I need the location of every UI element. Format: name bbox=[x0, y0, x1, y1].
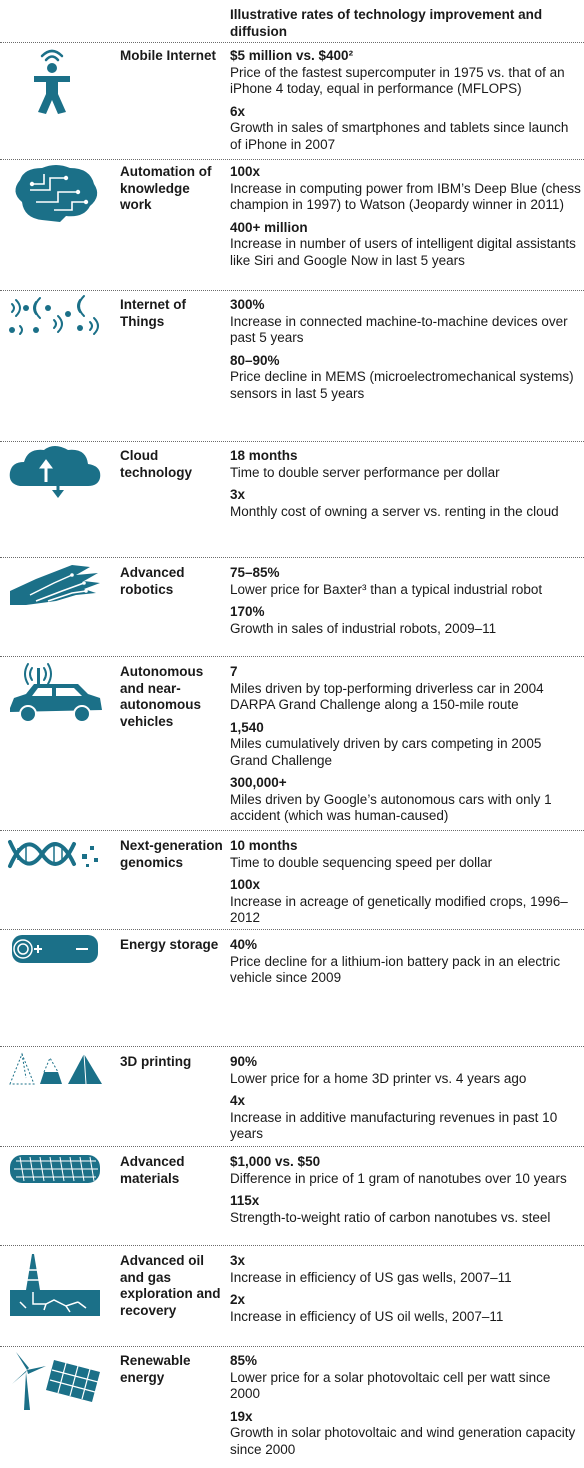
stats-list: 100x Increase in computing power from IBM… bbox=[230, 164, 582, 275]
oil-rig-icon bbox=[6, 1250, 106, 1320]
stat-value: 100x bbox=[230, 164, 261, 179]
dna-helix-icon bbox=[6, 834, 106, 874]
stat-value: 115x bbox=[230, 1193, 260, 1208]
technology-name: Mobile Internet bbox=[120, 48, 217, 63]
stat-desc: Difference in price of 1 gram of nanotub… bbox=[230, 1170, 567, 1186]
stat-value: 40% bbox=[230, 937, 258, 952]
row-divider bbox=[0, 557, 584, 558]
stat-desc: Miles driven by top-performing driverles… bbox=[230, 680, 544, 713]
stats-list: $5 million vs. $400² Price of the fastest… bbox=[230, 48, 582, 159]
stat-value: 90% bbox=[230, 1054, 258, 1069]
technology-name: Energy storage bbox=[120, 937, 219, 952]
stat-desc: Lower price for Baxter³ than a typical i… bbox=[230, 581, 543, 597]
stat-value: 3x bbox=[230, 487, 246, 502]
stat-value: 300,000+ bbox=[230, 775, 287, 790]
stat-value: 170% bbox=[230, 604, 265, 619]
technology-name: Advanced robotics bbox=[120, 565, 185, 597]
stat-desc: Strength-to-weight ratio of carbon nanot… bbox=[230, 1209, 551, 1225]
stat-value: 100x bbox=[230, 877, 261, 892]
technology-name: 3D printing bbox=[120, 1054, 192, 1069]
technology-name: Cloud technology bbox=[120, 448, 193, 480]
stat-desc: Time to double server performance per do… bbox=[230, 464, 500, 480]
technology-name: Next-generation genomics bbox=[120, 838, 223, 870]
stat-value: $1,000 vs. $50 bbox=[230, 1154, 321, 1169]
stat-desc: Growth in sales of industrial robots, 20… bbox=[230, 620, 497, 636]
stats-list: 300% Increase in connected machine-to-mac… bbox=[230, 297, 582, 408]
row-divider bbox=[0, 42, 584, 43]
stat-desc: Price of the fastest supercomputer in 19… bbox=[230, 64, 565, 97]
stat-desc: Increase in efficiency of US gas wells, … bbox=[230, 1269, 512, 1285]
technology-name: Autonomous and near-autonomous vehicles bbox=[120, 664, 204, 729]
stat-value: 400+ million bbox=[230, 219, 308, 235]
row-divider bbox=[0, 1046, 584, 1047]
stat-value: 10 months bbox=[230, 838, 298, 853]
technology-name: Advanced oil and gas exploration and rec… bbox=[120, 1253, 221, 1318]
stat-desc: Increase in number of users of intellige… bbox=[230, 236, 576, 268]
stats-list: 10 months Time to double sequencing speed… bbox=[230, 838, 582, 933]
wind-solar-icon bbox=[6, 1350, 106, 1412]
autonomous-car-icon bbox=[6, 660, 106, 726]
stat-value: 300% bbox=[230, 297, 265, 312]
technology-name: Automation of knowledge work bbox=[120, 164, 212, 212]
row-divider bbox=[0, 830, 584, 831]
row-divider bbox=[0, 159, 584, 160]
stats-list: 75–85% Lower price for Baxter³ than a typ… bbox=[230, 565, 582, 643]
row-divider bbox=[0, 656, 584, 657]
battery-icon bbox=[6, 933, 106, 965]
stats-list: 18 months Time to double server performan… bbox=[230, 448, 582, 526]
stat-desc: Increase in efficiency of US oil wells, … bbox=[230, 1308, 504, 1324]
stat-value: 18 months bbox=[230, 448, 298, 463]
stat-desc: Increase in connected machine-to-machine… bbox=[230, 313, 568, 346]
stats-list: $1,000 vs. $50 Difference in price of 1 g… bbox=[230, 1154, 582, 1232]
stat-desc: Price decline in MEMS (microelectromecha… bbox=[230, 369, 574, 401]
row-divider bbox=[0, 441, 584, 442]
stat-desc: Time to double sequencing speed per doll… bbox=[230, 854, 493, 870]
row-divider bbox=[0, 290, 584, 291]
technology-name: Advanced materials bbox=[120, 1154, 185, 1186]
row-divider bbox=[0, 1245, 584, 1246]
stat-desc: Growth in solar photovoltaic and wind ge… bbox=[230, 1425, 576, 1457]
connected-devices-icon bbox=[6, 294, 106, 340]
stat-desc: Increase in computing power from IBM’s D… bbox=[230, 180, 581, 213]
stat-value: $5 million vs. $400² bbox=[230, 48, 354, 63]
stats-list: 85% Lower price for a solar photovoltaic … bbox=[230, 1353, 582, 1464]
stat-value: 75–85% bbox=[230, 565, 280, 580]
row-divider bbox=[0, 929, 584, 930]
stat-value: 85% bbox=[230, 1353, 258, 1368]
cloud-transfer-icon bbox=[6, 444, 106, 502]
stat-desc: Lower price for a home 3D printer vs. 4 … bbox=[230, 1070, 527, 1086]
brain-circuit-icon bbox=[6, 162, 106, 224]
row-divider bbox=[0, 1146, 584, 1147]
stat-desc: Increase in acreage of genetically modif… bbox=[230, 893, 568, 926]
stat-value: 2x bbox=[230, 1292, 246, 1307]
stats-list: 3x Increase in efficiency of US gas wells… bbox=[230, 1253, 582, 1331]
nanotube-icon bbox=[6, 1151, 106, 1187]
robotic-hand-icon bbox=[6, 561, 106, 607]
stat-desc: Lower price for a solar photovoltaic cel… bbox=[230, 1369, 551, 1402]
person-wifi-icon bbox=[6, 44, 106, 120]
stat-value: 19x bbox=[230, 1408, 253, 1424]
stat-value: 4x bbox=[230, 1093, 246, 1108]
stat-desc: Increase in additive manufacturing reven… bbox=[230, 1109, 558, 1142]
row-divider bbox=[0, 1346, 584, 1347]
stat-desc: Price decline for a lithium-ion battery … bbox=[230, 953, 561, 986]
table-header: Illustrative rates of technology improve… bbox=[230, 7, 543, 39]
stat-desc: Miles cumulatively driven by cars compet… bbox=[230, 736, 542, 768]
stat-value: 1,540 bbox=[230, 719, 264, 735]
stat-desc: Miles driven by Google’s autonomous cars… bbox=[230, 791, 552, 824]
stat-desc: Growth in sales of smartphones and table… bbox=[230, 120, 569, 152]
printed-pyramids-icon bbox=[6, 1050, 106, 1090]
technology-name: Renewable energy bbox=[120, 1353, 191, 1385]
stats-list: 90% Lower price for a home 3D printer vs.… bbox=[230, 1054, 582, 1149]
stat-value: 80–90% bbox=[230, 352, 280, 368]
stats-list: 40% Price decline for a lithium-ion batte… bbox=[230, 937, 582, 993]
stat-desc: Monthly cost of owning a server vs. rent… bbox=[230, 503, 559, 519]
stat-value: 7 bbox=[230, 664, 238, 679]
technology-name: Internet of Things bbox=[120, 297, 186, 329]
stat-value: 3x bbox=[230, 1253, 246, 1268]
stats-list: 7 Miles driven by top-performing driverle… bbox=[230, 664, 582, 831]
stat-value: 6x bbox=[230, 103, 246, 119]
